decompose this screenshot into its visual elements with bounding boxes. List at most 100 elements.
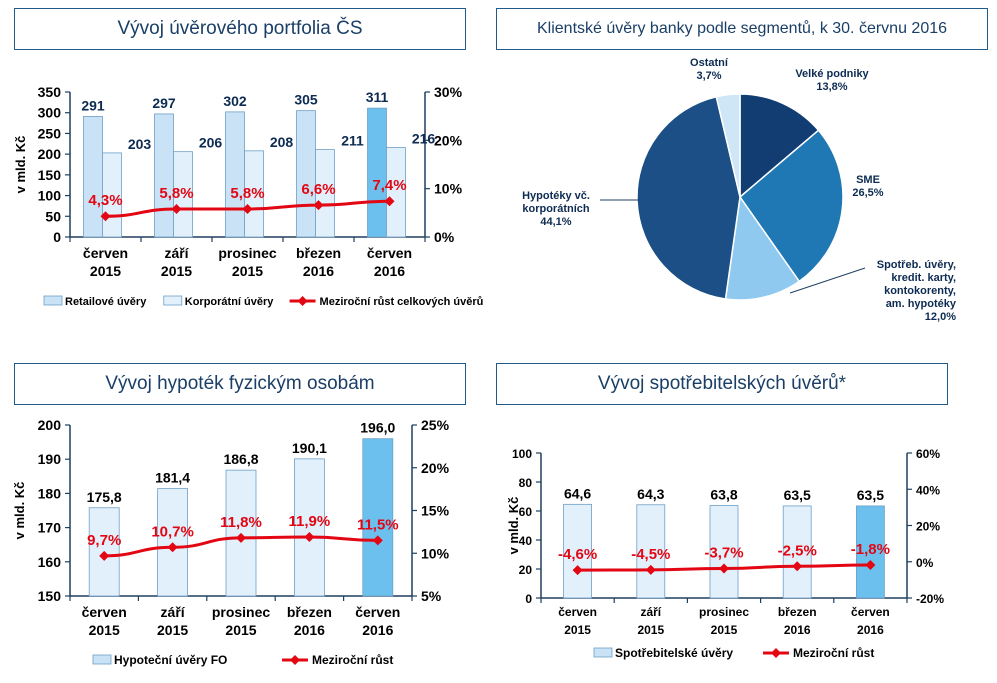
chart4-growth-point (865, 560, 876, 571)
chart3-legend-label: Hypoteční úvěry FO (114, 653, 227, 667)
chart3-x-tick-label: 2016 (362, 622, 393, 638)
chart1-legend-swatch (43, 295, 63, 306)
pie-slice-label: Velké podniky (795, 68, 869, 80)
chart4-growth-point (572, 565, 583, 576)
chart1-legend-label: Korporátní úvěry (185, 296, 275, 308)
chart3-bar-label: 196,0 (360, 420, 395, 436)
chart4-bar (636, 504, 666, 599)
chart4-x-tick-label: 2015 (564, 623, 591, 637)
chart4-y-axis-title: v mld. Kč (506, 497, 521, 555)
pie-slice (636, 95, 741, 300)
chart3-growth-label: 9,7% (87, 532, 121, 549)
chart4-y2-tick-label: 20% (916, 520, 940, 534)
pie-slice-label: kontokorenty, (884, 285, 956, 297)
chart4-bar-label: 63,5 (857, 487, 884, 503)
chart1-x-tick-label: prosinec (218, 245, 277, 261)
chart1-y-tick-label: 350 (38, 84, 62, 100)
pie-slice-label: SME (856, 174, 880, 186)
chart4-y2-tick-label: 40% (916, 483, 940, 497)
chart3-y-tick-label: 200 (38, 417, 62, 433)
chart3-y2-tick-label: 25% (421, 417, 450, 433)
chart1-bar-retail (296, 110, 316, 238)
chart3-x-tick-label: březen (287, 604, 332, 620)
chart3-bar-label: 186,8 (223, 451, 258, 467)
chart3-x-tick-label: červen (355, 604, 400, 620)
chart4-bar (856, 505, 885, 599)
pie-slice-label: am. hypotéky (886, 298, 957, 310)
chart1-x-tick-label: 2016 (303, 263, 334, 279)
chart1-bar-retail (83, 116, 103, 238)
chart3-growth-point (372, 535, 383, 546)
chart1-y-tick-label: 250 (38, 125, 62, 141)
chart3-growth-point (99, 550, 110, 561)
chart3-growth-label: 11,5% (357, 516, 399, 533)
pie-slice-label: korporátních (522, 203, 590, 215)
chart4-y-tick-label: 60 (519, 505, 533, 519)
pie-slice (738, 129, 844, 283)
chart4-x-tick-label: 2015 (711, 623, 738, 637)
chart3-legend-swatch (92, 654, 112, 665)
chart1-bar-corporate (244, 150, 264, 238)
chart4-y-tick-label: 80 (519, 476, 533, 490)
pie-slice (724, 195, 801, 301)
chart4-x-tick-label: 2016 (784, 623, 811, 637)
chart4-y2-tick-label: 0% (916, 556, 934, 570)
chart1-y-tick-label: 100 (38, 188, 62, 204)
chart1-bar-label-corporate: 208 (270, 134, 294, 150)
chart1-growth-point (171, 203, 182, 214)
chart3-legend-label: Meziroční růst (312, 653, 393, 667)
chart1-growth-label: 5,8% (159, 185, 193, 202)
chart1-y2-tick-label: 0% (434, 229, 455, 245)
chart4-x-tick-label: 2015 (637, 623, 664, 637)
chart1-bar-corporate (173, 151, 193, 238)
chart4-bar (563, 503, 592, 599)
chart3-y-tick-label: 160 (38, 554, 62, 570)
pie-slice-label: 26,5% (852, 187, 883, 199)
chart1-bar-label-corporate: 206 (199, 135, 223, 151)
chart3-x-tick-label: červen (82, 604, 127, 620)
chart3-y2-tick-label: 5% (421, 588, 442, 604)
chart1-bar-label-corporate: 211 (341, 133, 364, 149)
chart3-y-tick-label: 190 (38, 451, 62, 467)
chart1-growth-label: 5,8% (230, 185, 264, 202)
chart1-y-tick-label: 300 (38, 105, 62, 121)
chart4-x-tick-label: březen (778, 605, 817, 619)
chart3-growth-label: 11,9% (289, 513, 331, 530)
chart1-x-tick-label: 2015 (232, 263, 263, 279)
chart4-bar (709, 505, 739, 599)
chart4-bar-label: 63,8 (710, 486, 737, 502)
chart3-y2-tick-label: 15% (421, 503, 450, 519)
chart1-bar-label-retail: 305 (294, 92, 318, 108)
chart3-growth-label: 10,7% (151, 523, 194, 540)
chart1-x-tick-label: březen (296, 245, 341, 261)
chart3-x-tick-label: prosinec (212, 604, 271, 620)
chart1-title: Vývoj úvěrového portfolia ČS (14, 8, 466, 50)
chart4-y2-tick-label: -20% (916, 592, 944, 606)
pie-slice-label: Spotřeb. úvěry, (877, 259, 956, 271)
chart1-bar-label-corporate: 203 (128, 136, 152, 152)
chart1-y-tick-label: 150 (38, 167, 62, 183)
chart2-title: Klientské úvěry banky podle segmentů, k … (496, 8, 988, 50)
chart1-growth-point (384, 196, 395, 207)
pie-slice-label: 44,1% (540, 216, 571, 228)
chart3-title: Vývoj hypoték fyzickým osobám (14, 363, 466, 405)
chart3-y2-tick-label: 20% (421, 460, 450, 476)
chart3-x-tick-label: 2015 (157, 622, 188, 638)
chart4-growth-label: -3,7% (704, 544, 743, 561)
chart3-bar-label: 175,8 (87, 489, 122, 505)
chart3-growth-point (236, 532, 246, 543)
chart1-x-tick-label: červen (367, 245, 412, 261)
chart3-bar (362, 438, 394, 597)
chart1-bar-label-retail: 291 (81, 97, 105, 113)
chart1-bar-corporate (386, 147, 406, 238)
chart4-x-tick-label: červen (851, 605, 890, 619)
chart1-growth-point (313, 200, 324, 211)
chart1-y-tick-label: 0 (53, 229, 61, 245)
chart4-growth-label: -4,6% (558, 546, 597, 563)
chart3-x-tick-label: 2015 (89, 622, 120, 638)
chart4-legend-swatch (593, 647, 613, 658)
chart1-x-tick-label: 2016 (374, 263, 405, 279)
chart4-y-tick-label: 20 (519, 563, 533, 577)
chart3-x-tick-label: 2015 (225, 622, 256, 638)
chart1-legend-label: Meziroční růst celkových úvěrů (320, 296, 484, 308)
